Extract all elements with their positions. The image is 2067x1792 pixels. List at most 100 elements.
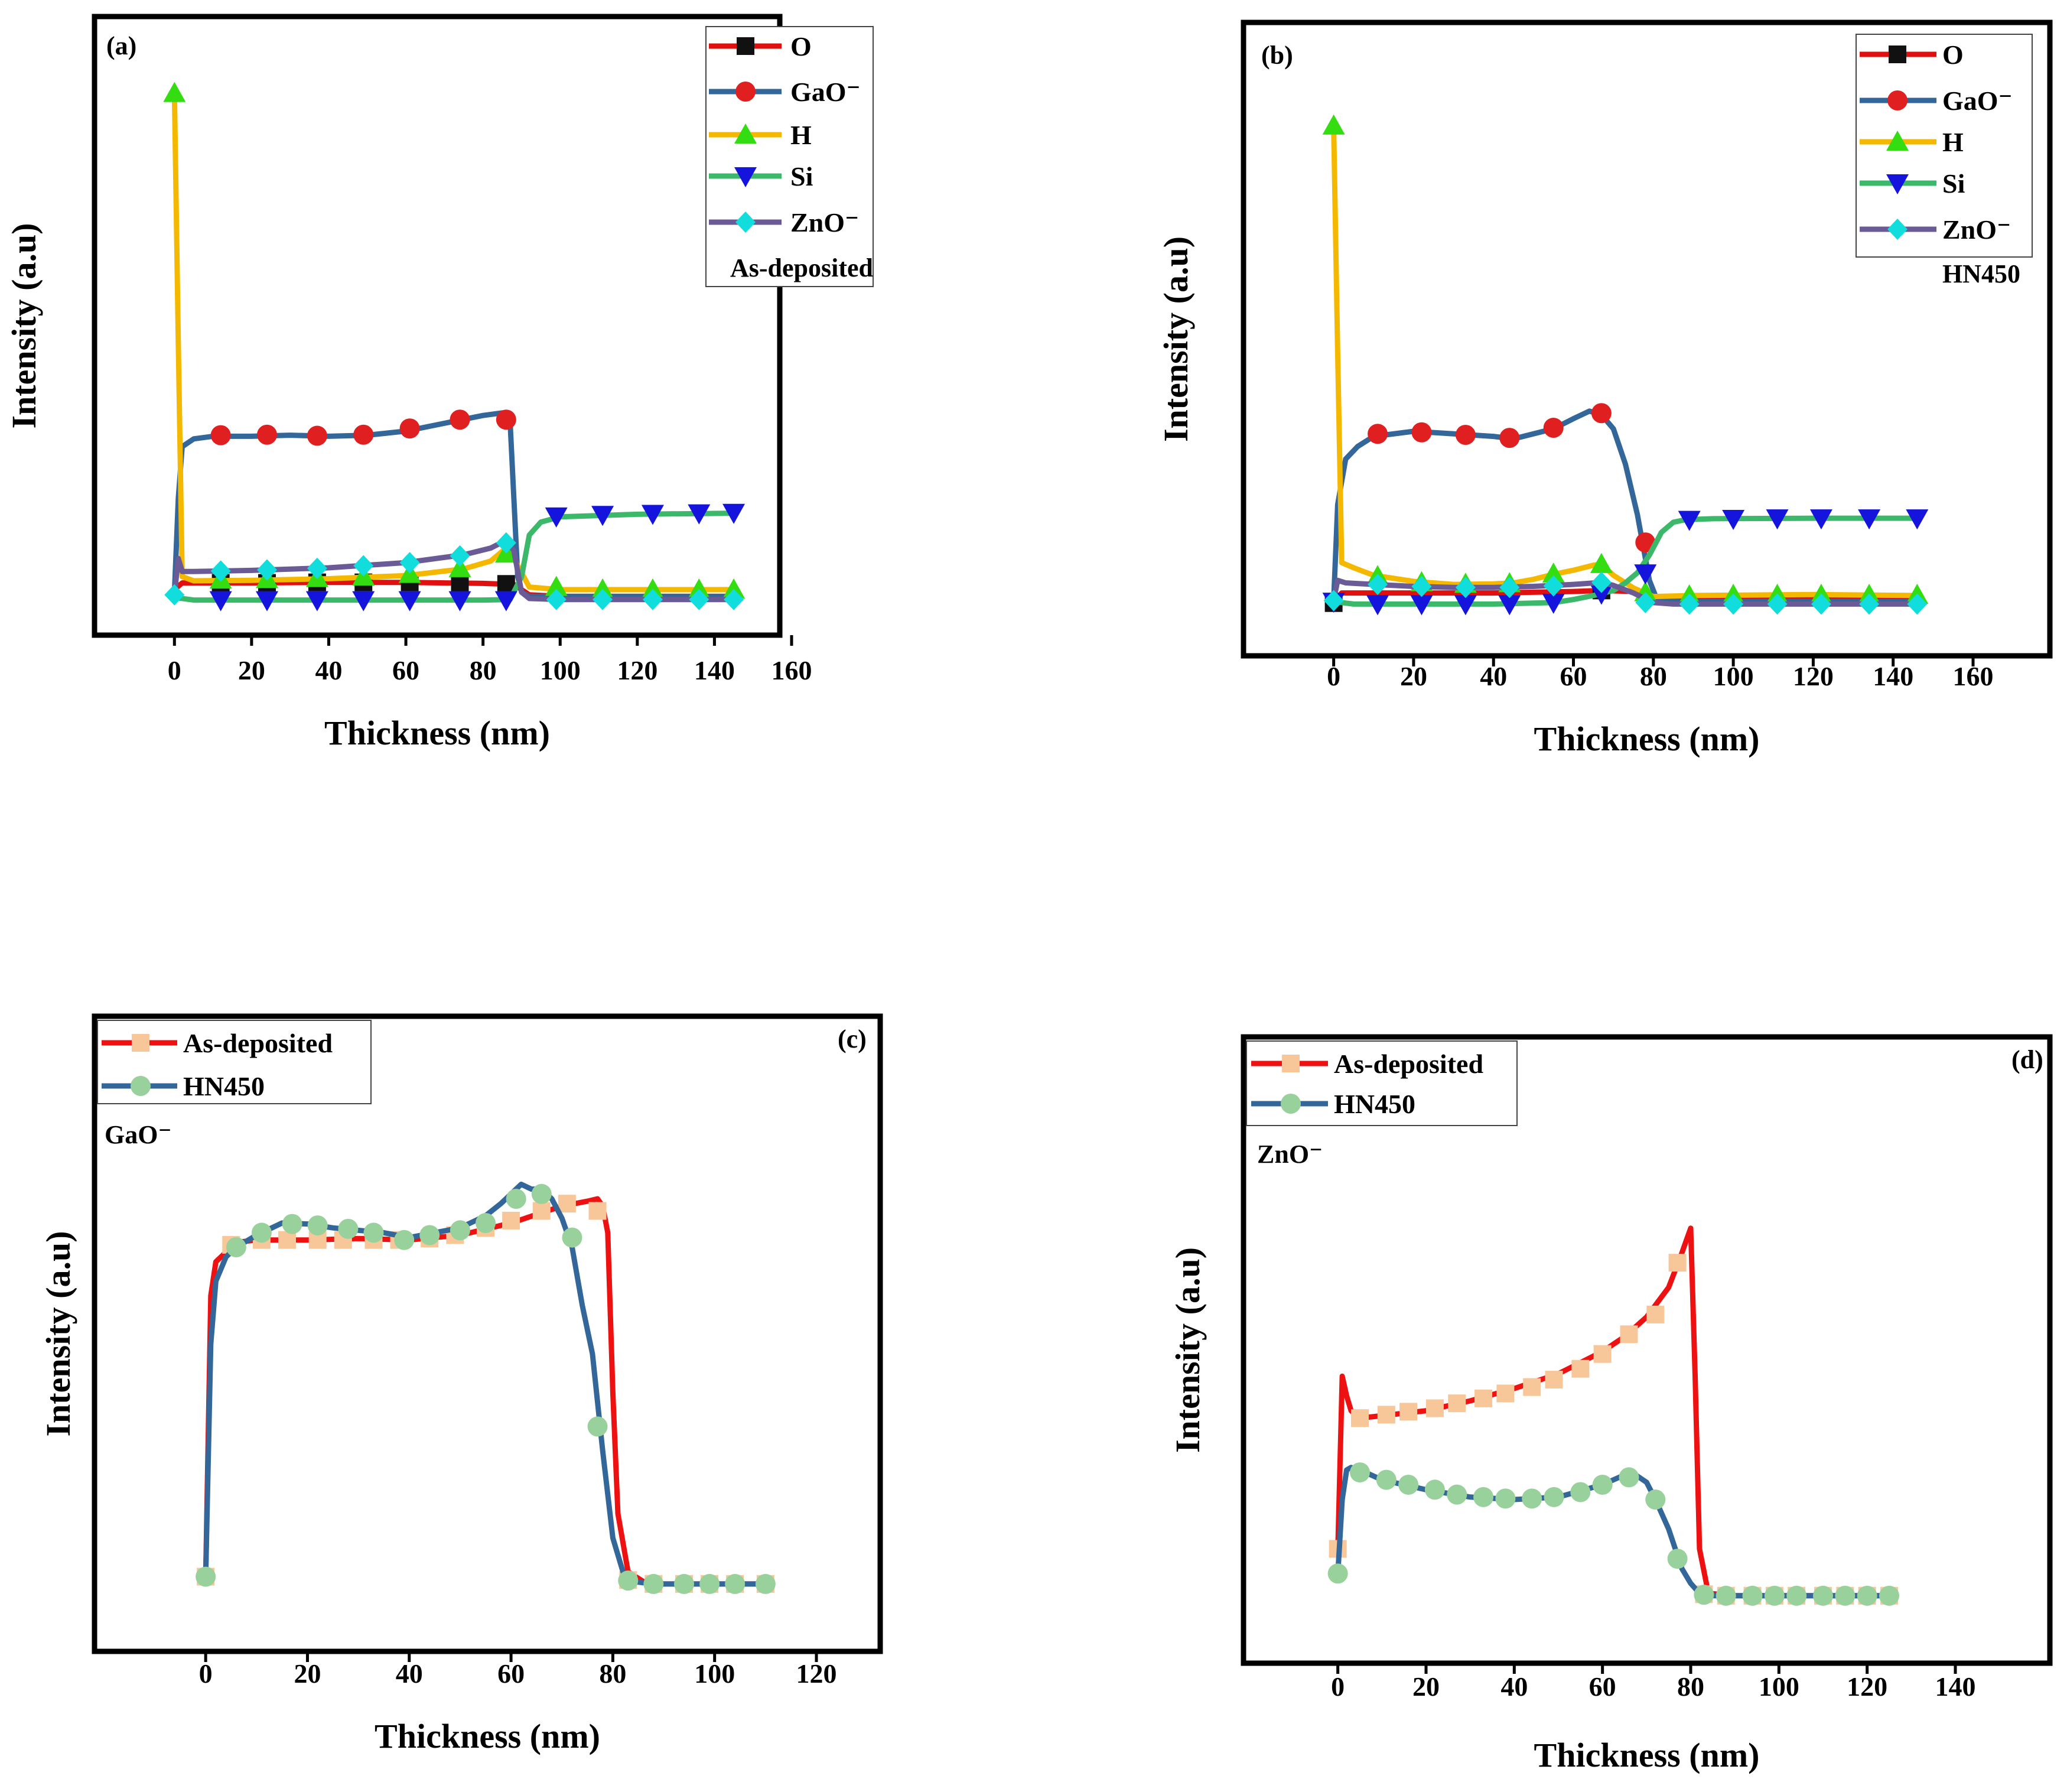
plot-frame bbox=[1241, 19, 2053, 659]
data-marker bbox=[496, 409, 516, 430]
legend-label: As-deposited bbox=[1334, 1049, 1483, 1079]
x-tick-label: 40 bbox=[315, 655, 342, 685]
data-marker bbox=[1679, 593, 1700, 615]
series-zno bbox=[164, 532, 744, 610]
x-tick-label: 120 bbox=[1793, 661, 1834, 691]
data-marker bbox=[1377, 1406, 1395, 1424]
data-marker bbox=[307, 425, 327, 446]
legend-label: ZnO⁻ bbox=[1942, 214, 2011, 245]
x-tick-label: 0 bbox=[1331, 1671, 1345, 1702]
legend-label: ZnO⁻ bbox=[790, 207, 859, 238]
x-tick-label: 140 bbox=[1873, 661, 1913, 691]
data-marker bbox=[618, 1570, 639, 1591]
data-marker bbox=[1635, 591, 1656, 613]
data-marker bbox=[1809, 509, 1832, 530]
y-axis-label: Intensity (a.u) bbox=[1168, 1247, 1207, 1453]
x-tick-label: 120 bbox=[1847, 1671, 1887, 1702]
data-marker bbox=[591, 506, 614, 526]
data-marker bbox=[1678, 510, 1701, 531]
data-marker bbox=[1495, 1488, 1516, 1509]
data-marker bbox=[643, 1573, 664, 1594]
data-marker bbox=[1592, 1474, 1613, 1495]
x-tick-label: 40 bbox=[1500, 1671, 1528, 1702]
legend-marker bbox=[1887, 219, 1908, 240]
series-asdeposited bbox=[197, 1195, 774, 1593]
data-marker bbox=[1722, 509, 1745, 530]
y-axis-label: Intensity (a.u) bbox=[5, 223, 43, 428]
series-zno bbox=[1323, 571, 1928, 615]
x-tick-label: 100 bbox=[694, 1658, 735, 1689]
x-tick-label: 20 bbox=[1412, 1671, 1440, 1702]
legend-label: Si bbox=[790, 161, 813, 191]
data-marker bbox=[1499, 428, 1520, 448]
data-marker bbox=[450, 1220, 470, 1241]
data-marker bbox=[1767, 593, 1788, 615]
data-marker bbox=[352, 591, 375, 612]
legend-label: GaO⁻ bbox=[1942, 86, 2013, 116]
legend: As-deposited HN450 bbox=[97, 1020, 372, 1104]
data-marker bbox=[1474, 1389, 1493, 1407]
data-marker bbox=[1447, 1484, 1467, 1505]
legend-box bbox=[1856, 34, 2033, 258]
x-tick-label: 100 bbox=[540, 655, 581, 685]
data-marker bbox=[1619, 1467, 1639, 1488]
data-marker bbox=[545, 507, 568, 528]
legend-marker bbox=[132, 1034, 149, 1052]
panel-label: (b) bbox=[1261, 41, 1293, 70]
legend-marker bbox=[1886, 174, 1909, 194]
x-axis-label: Thickness (nm) bbox=[1534, 720, 1760, 758]
data-marker bbox=[307, 557, 327, 579]
data-marker bbox=[1786, 1585, 1807, 1606]
data-marker bbox=[494, 591, 517, 612]
data-marker bbox=[699, 1573, 720, 1594]
legend: O GaO⁻ H Si ZnO⁻ bbox=[1856, 34, 2033, 258]
data-marker bbox=[338, 1218, 359, 1239]
x-tick-label: 80 bbox=[1677, 1671, 1704, 1702]
data-marker bbox=[591, 578, 614, 599]
x-tick-label: 0 bbox=[199, 1658, 213, 1689]
data-marker bbox=[419, 1225, 440, 1245]
data-marker bbox=[1635, 532, 1656, 553]
legend-label: As-deposited bbox=[183, 1028, 333, 1058]
x-tick-label: 60 bbox=[392, 655, 419, 685]
data-marker bbox=[1411, 422, 1432, 443]
legend-marker bbox=[1281, 1094, 1301, 1114]
data-marker bbox=[1522, 1488, 1542, 1509]
x-tick-label: 20 bbox=[294, 1658, 321, 1689]
legend-label: HN450 bbox=[183, 1071, 265, 1101]
data-marker bbox=[1634, 564, 1657, 585]
x-tick-label: 140 bbox=[1935, 1671, 1976, 1702]
data-marker bbox=[562, 1227, 582, 1248]
x-tick-label: 120 bbox=[796, 1658, 837, 1689]
data-marker bbox=[1813, 1585, 1833, 1606]
data-marker bbox=[209, 591, 232, 612]
series-hn450 bbox=[1327, 1462, 1899, 1606]
data-marker bbox=[496, 532, 516, 554]
data-marker bbox=[1811, 593, 1831, 615]
series-h bbox=[163, 82, 746, 599]
plot-frame bbox=[92, 1013, 883, 1654]
y-axis-label: Intensity (a.u) bbox=[39, 1231, 77, 1436]
legend-marker bbox=[131, 1076, 151, 1096]
data-marker bbox=[1424, 1479, 1445, 1500]
data-marker bbox=[546, 588, 567, 610]
data-marker bbox=[1694, 1585, 1714, 1605]
data-marker bbox=[353, 424, 374, 445]
x-tick-label: 120 bbox=[617, 655, 657, 685]
sample-label: HN450 bbox=[1942, 259, 2020, 288]
data-marker bbox=[1455, 425, 1476, 445]
x-tick-label: 0 bbox=[168, 655, 181, 685]
x-tick-label: 80 bbox=[1640, 661, 1667, 691]
data-marker bbox=[1591, 403, 1612, 424]
data-marker bbox=[1591, 571, 1612, 593]
data-marker bbox=[1906, 509, 1929, 530]
plot-frame bbox=[1241, 1034, 2053, 1666]
data-marker bbox=[1590, 552, 1613, 573]
data-marker bbox=[210, 560, 231, 582]
plot-frame bbox=[92, 14, 783, 638]
legend-label: HN450 bbox=[1334, 1089, 1415, 1119]
y-axis-label: Intensity (a.u) bbox=[1157, 236, 1195, 442]
x-tick-label: 20 bbox=[238, 655, 265, 685]
data-marker bbox=[1473, 1487, 1494, 1507]
chart-panel-d: 0 20 40 60 80 100 120 140 Thickness (nm) Intensit… bbox=[1168, 1034, 2053, 1774]
